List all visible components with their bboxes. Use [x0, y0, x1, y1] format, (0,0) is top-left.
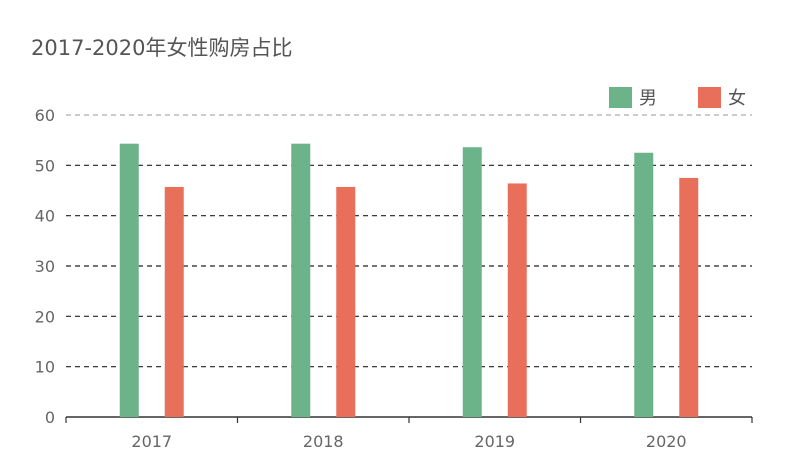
bar-男-2017: [119, 143, 139, 417]
x-tick-label-2017: 2017: [131, 432, 172, 451]
x-tick-label-2019: 2019: [474, 432, 515, 451]
bar-男-2018: [291, 143, 311, 417]
x-tick-label-2020: 2020: [646, 432, 687, 451]
y-tick-label-60: 60: [35, 106, 55, 125]
bars: [119, 143, 699, 418]
y-tick-label-40: 40: [35, 207, 55, 226]
bar-女-2019: [507, 183, 527, 417]
chart-title: 2017-2020年女性购房占比: [31, 36, 292, 60]
y-tick-label-30: 30: [35, 257, 55, 276]
bar-女-2020: [679, 177, 699, 417]
bar-男-2020: [634, 152, 654, 417]
y-tick-label-0: 0: [45, 408, 55, 427]
y-tick-label-10: 10: [35, 358, 55, 377]
x-axis: [65, 416, 753, 423]
y-axis-tick-labels: 0 10 20 30 40 50 60: [35, 106, 55, 427]
x-tick-label-2018: 2018: [303, 432, 344, 451]
legend-swatch-男: [609, 87, 632, 108]
legend: 男女: [609, 87, 746, 109]
legend-label-女: 女: [728, 88, 746, 109]
bar-女-2017: [164, 186, 184, 417]
bar-女-2018: [336, 186, 356, 417]
x-axis-tick-labels: 2017 2018 2019 2020: [131, 432, 686, 451]
bar-男-2019: [462, 147, 482, 418]
legend-swatch-女: [698, 87, 721, 108]
y-tick-label-20: 20: [35, 307, 55, 326]
legend-label-男: 男: [639, 88, 657, 109]
y-tick-label-50: 50: [35, 156, 55, 175]
